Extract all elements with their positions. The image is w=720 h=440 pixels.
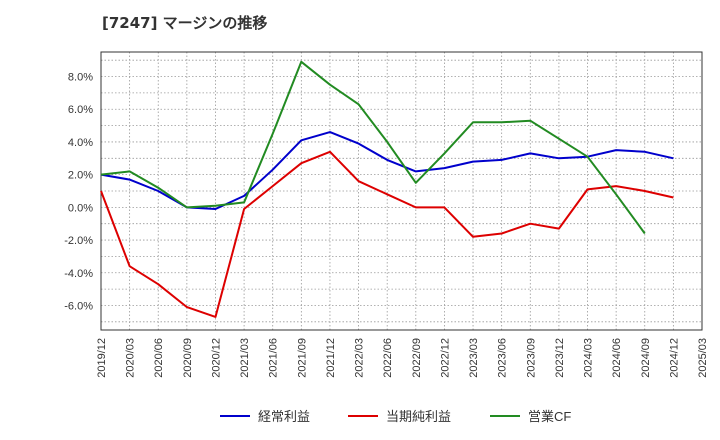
x-tick-label: 2021/12: [325, 338, 337, 378]
x-tick-label: 2022/12: [439, 338, 451, 378]
x-tick-label: 2021/09: [296, 338, 308, 378]
y-tick-label: -4.0%: [64, 268, 93, 280]
x-tick-label: 2020/03: [125, 338, 137, 378]
y-tick-label: -2.0%: [64, 235, 93, 247]
y-tick-label: 8.0%: [68, 72, 93, 84]
x-tick-label: 2020/06: [153, 338, 165, 378]
plot-area: [101, 52, 702, 330]
x-tick-label: 2024/03: [583, 338, 595, 378]
x-tick-label: 2024/12: [668, 338, 680, 378]
y-tick-label: 0.0%: [68, 202, 93, 214]
x-tick-label: 2023/03: [468, 338, 480, 378]
x-tick-label: 2022/06: [382, 338, 394, 378]
x-tick-label: 2023/12: [554, 338, 566, 378]
legend-label: 営業CF: [528, 409, 571, 424]
series-line: [100, 60, 646, 235]
x-tick-label: 2023/06: [497, 338, 509, 378]
x-tick-label: 2020/09: [182, 338, 194, 378]
x-tick-label: 2023/09: [525, 338, 537, 378]
x-tick-label: 2019/12: [96, 338, 108, 378]
legend-label: 当期純利益: [386, 409, 451, 424]
x-tick-label: 2021/06: [268, 338, 280, 378]
y-tick-label: -6.0%: [64, 300, 93, 312]
x-tick-label: 2022/03: [354, 338, 366, 378]
series-line: [100, 131, 674, 210]
y-tick-label: 6.0%: [68, 104, 93, 116]
x-tick-label: 2024/09: [640, 338, 652, 378]
x-tick-label: 2021/03: [239, 338, 251, 378]
legend-label: 経常利益: [258, 409, 310, 424]
series-line: [100, 150, 674, 318]
x-tick-label: 2025/03: [697, 338, 709, 378]
x-tick-label: 2022/09: [411, 338, 423, 378]
chart-title: [7247] マージンの推移: [102, 14, 268, 32]
x-tick-label: 2020/12: [210, 338, 222, 378]
y-tick-label: 2.0%: [68, 170, 93, 182]
x-tick-label: 2024/06: [611, 338, 623, 378]
y-tick-label: 4.0%: [68, 137, 93, 149]
